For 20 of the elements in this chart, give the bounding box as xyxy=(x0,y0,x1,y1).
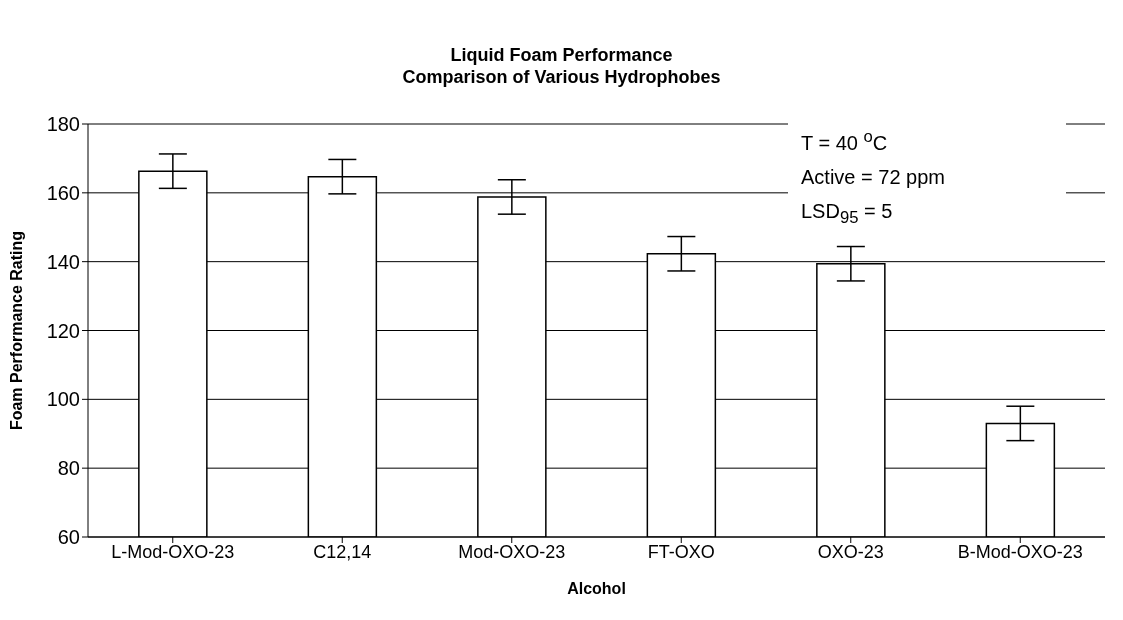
x-tick-label: OXO-23 xyxy=(817,541,884,562)
y-tick-label: 160 xyxy=(46,181,80,204)
x-axis-title: Alcohol xyxy=(567,580,626,597)
y-tick-label: 120 xyxy=(46,319,80,342)
annotation: T = 40 $^{o}$C xyxy=(801,126,889,156)
x-tick-label: L-Mod-OXO-23 xyxy=(111,541,235,562)
x-tick-label: FT-OXO xyxy=(647,541,715,562)
y-axis-title: Foam Performance Rating xyxy=(7,230,25,431)
y-tick-label: 180 xyxy=(46,113,80,136)
y-tick-label: 60 xyxy=(57,526,80,549)
y-tick-label: 100 xyxy=(46,388,80,411)
y-tick-label: 80 xyxy=(57,457,80,480)
chart-subtitle: Comparison of Various Hydrophobes xyxy=(401,66,722,88)
annotation: Active = 72 ppm xyxy=(801,164,946,190)
x-tick-label: C12,14 xyxy=(313,541,372,562)
annotation: LSD$_{95}$ = 5 xyxy=(801,198,894,229)
chart-title: Liquid Foam Performance xyxy=(449,44,674,66)
x-tick-label: B-Mod-OXO-23 xyxy=(957,541,1083,562)
y-tick-label: 140 xyxy=(46,250,80,273)
x-tick-label: Mod-OXO-23 xyxy=(458,541,566,562)
